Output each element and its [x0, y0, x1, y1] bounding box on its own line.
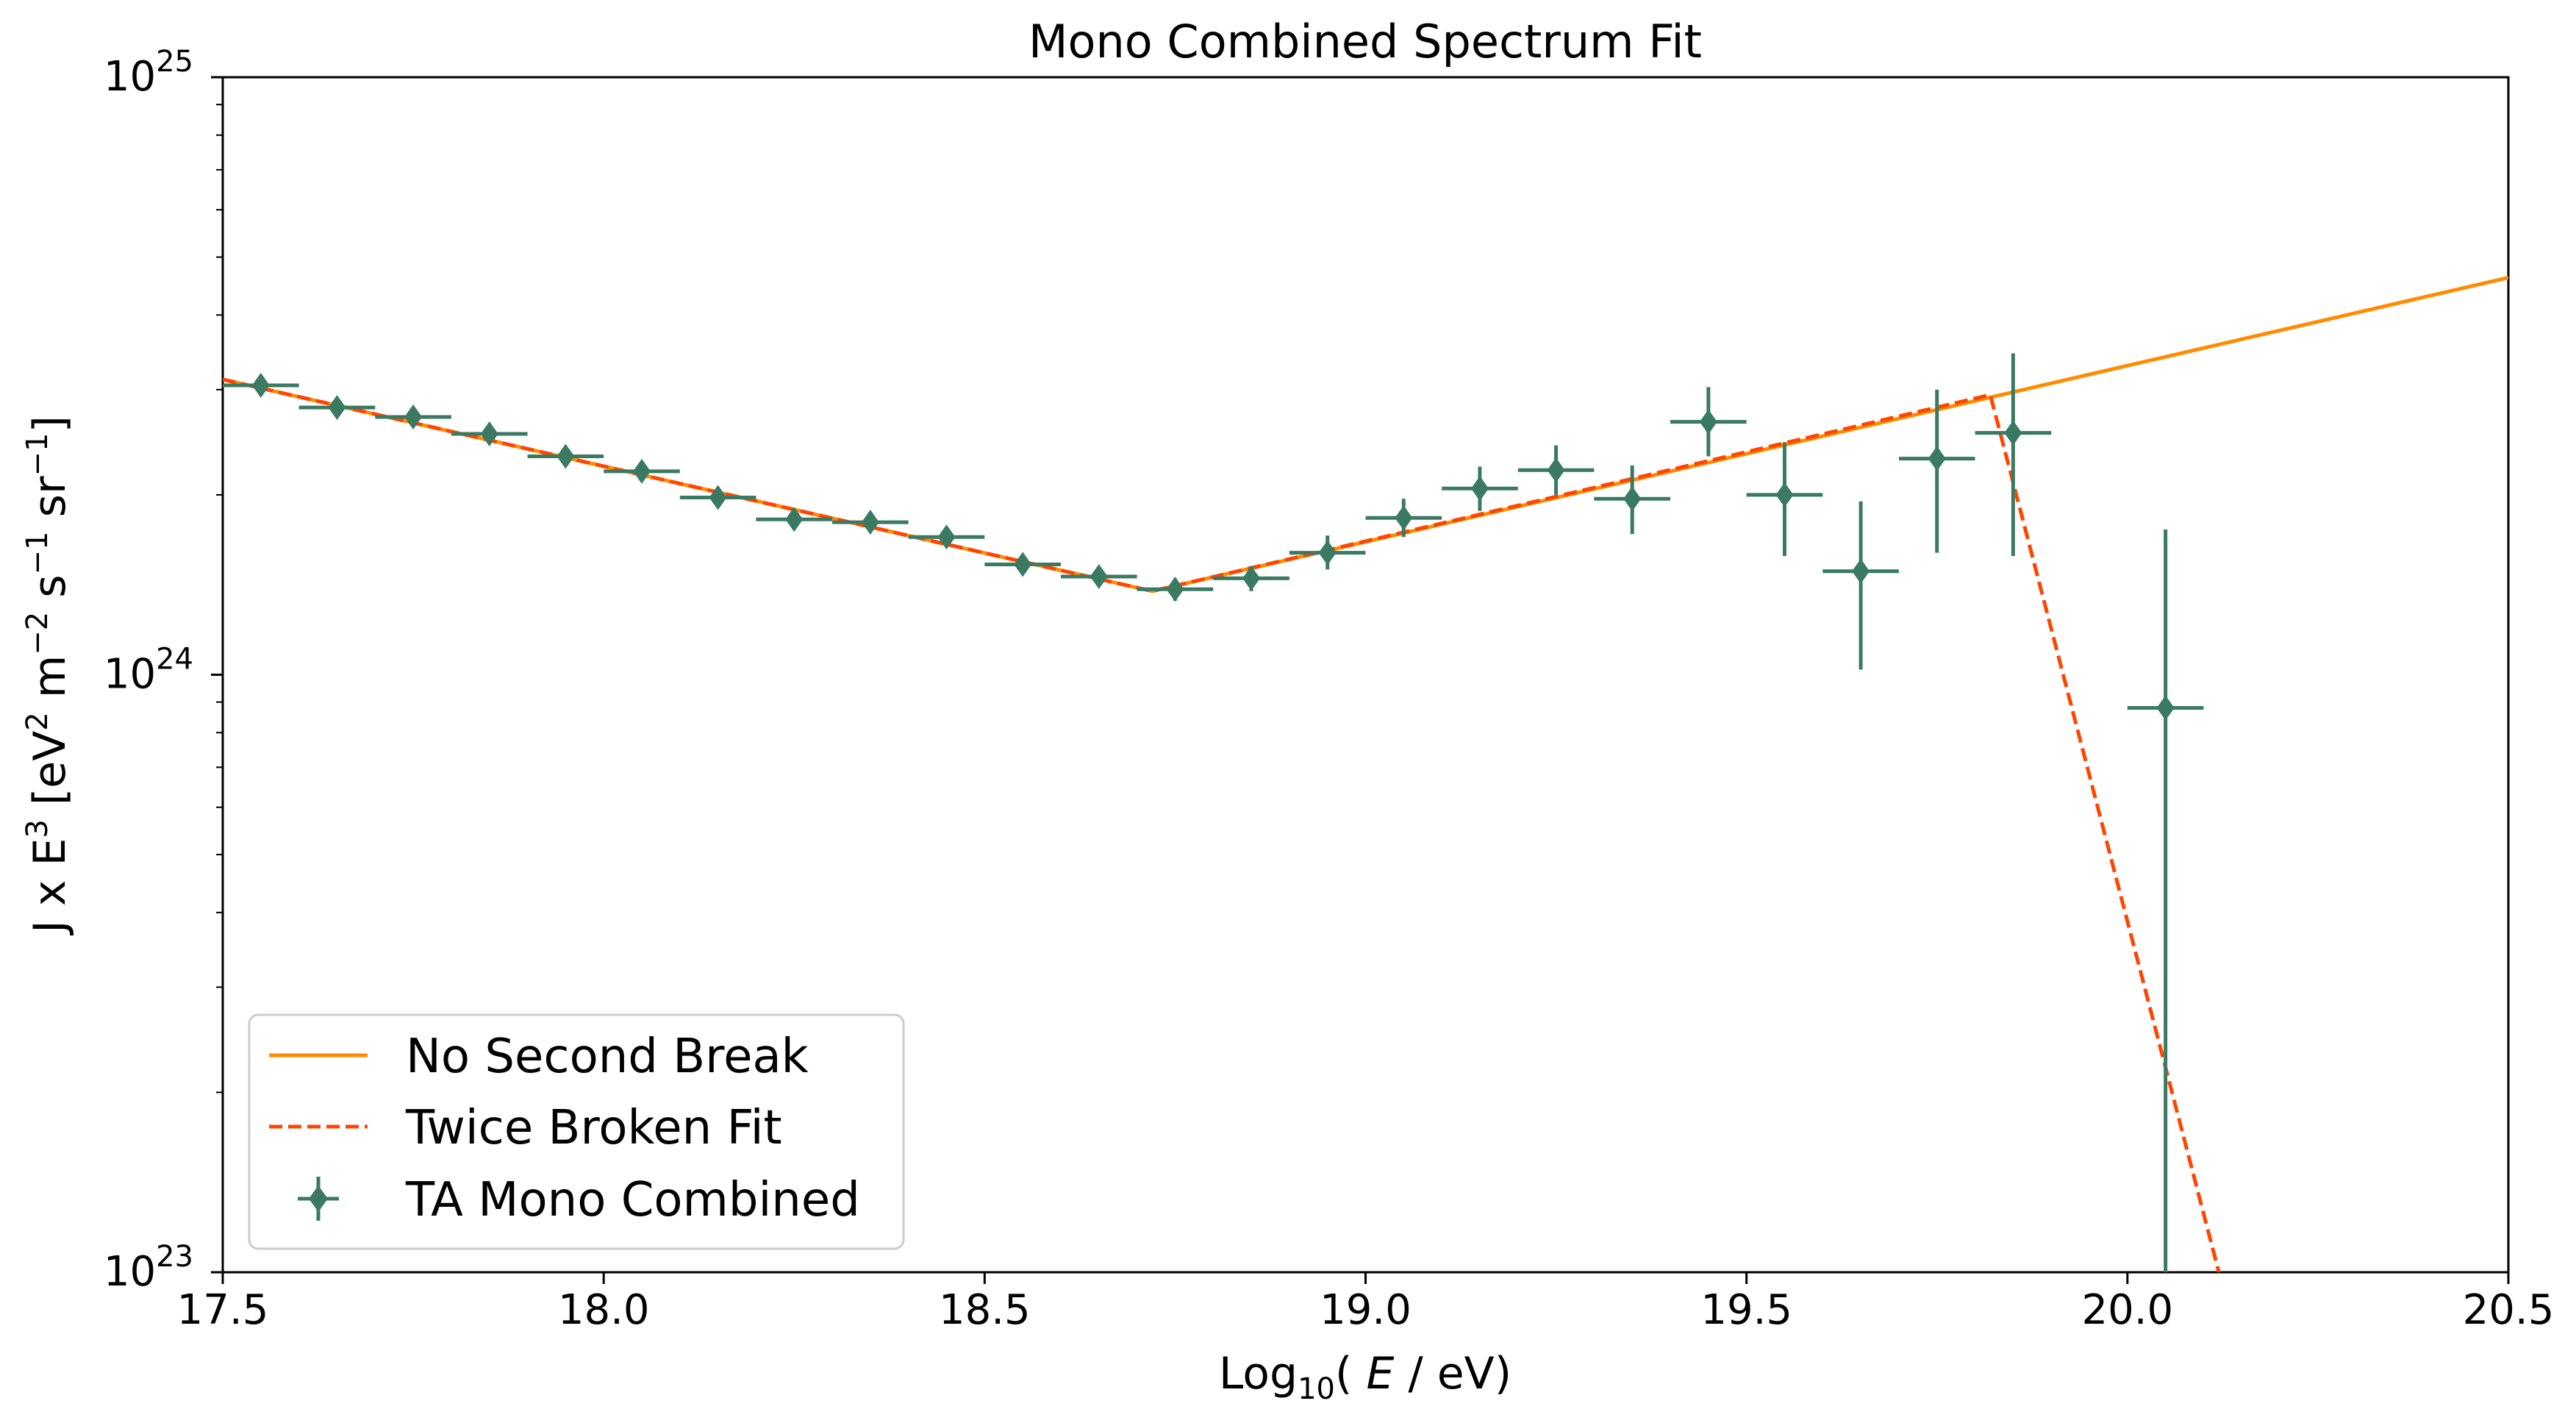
y-tick-label: 1025 [104, 45, 193, 101]
data-point [1898, 389, 1975, 553]
data-point [1746, 442, 1823, 557]
data-point [1975, 353, 2052, 557]
line-twice-broken-fit [223, 377, 2221, 1272]
y-tick-label: 1024 [104, 643, 193, 699]
data-point [1060, 563, 1137, 589]
x-axis-label: Log10( E / eV) [1219, 1348, 1511, 1406]
data-point [1442, 466, 1518, 511]
x-tick-label: 18.5 [939, 1286, 1031, 1334]
x-tick-label: 19.5 [1700, 1286, 1792, 1334]
data-points [223, 353, 2204, 1272]
data-point [1594, 465, 1671, 535]
data-point [298, 395, 376, 421]
axis-ticks: 17.5 18.0 18.5 19.0 19.5 20.0 20.5 1023 1024 1025 [104, 45, 2555, 1334]
data-point [679, 485, 756, 510]
x-tick-label: 18.0 [558, 1286, 650, 1334]
data-point [908, 524, 985, 550]
data-point [2127, 529, 2204, 1272]
chart-title: Mono Combined Spectrum Fit [1028, 15, 1702, 68]
data-point [604, 458, 680, 484]
legend-label-no-second-break: No Second Break [406, 1030, 809, 1084]
legend-label-ta-mono-combined: TA Mono Combined [405, 1173, 860, 1227]
legend: No Second Break Twice Broken Fit TA Mono… [248, 1013, 905, 1250]
data-point [832, 510, 909, 535]
x-tick-label: 17.5 [177, 1286, 269, 1334]
x-tick-label: 20.0 [2081, 1286, 2173, 1334]
data-point [1365, 499, 1442, 538]
y-tick-label: 1023 [104, 1240, 193, 1296]
data-point [451, 421, 528, 446]
data-point [1137, 577, 1214, 602]
data-point [375, 404, 451, 430]
data-point [1289, 535, 1366, 570]
legend-box [248, 1013, 905, 1250]
data-point [984, 552, 1061, 577]
y-axis-label: J x E3 [eV2 m−2 s−1 sr−1] [21, 416, 76, 936]
legend-label-twice-broken-fit: Twice Broken Fit [405, 1101, 782, 1155]
legend-swatch-ta-mono-combined [298, 1177, 339, 1221]
data-point [756, 507, 833, 532]
data-point [1670, 387, 1747, 457]
x-tick-label: 20.5 [2463, 1286, 2555, 1334]
data-point [527, 443, 604, 469]
data-point [1822, 501, 1899, 670]
x-tick-label: 19.0 [1320, 1286, 1412, 1334]
data-point [223, 373, 299, 399]
data-point [1517, 445, 1595, 495]
data-point [1213, 566, 1289, 591]
fit-lines [223, 276, 2508, 1272]
